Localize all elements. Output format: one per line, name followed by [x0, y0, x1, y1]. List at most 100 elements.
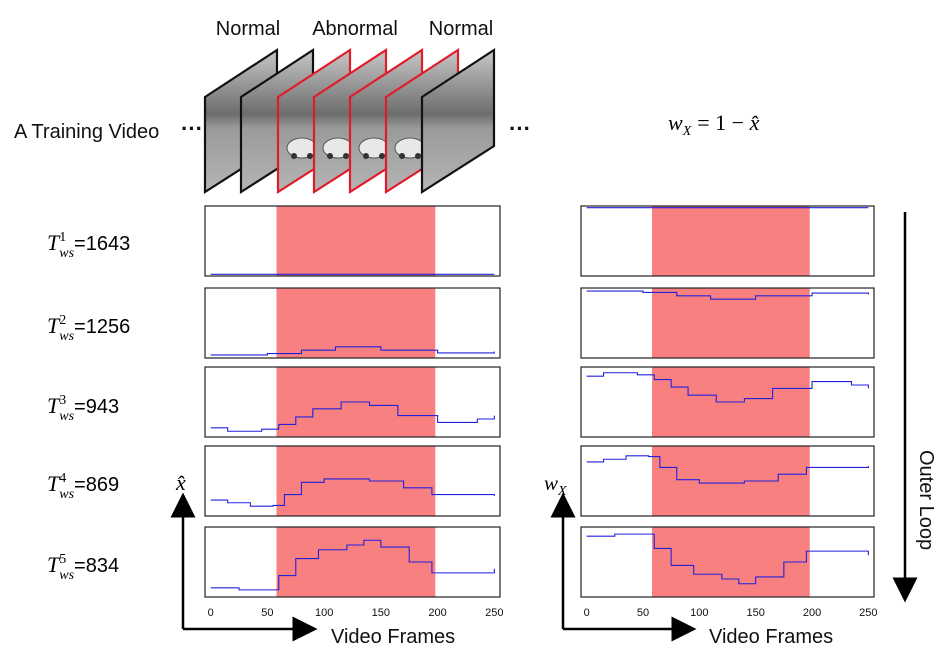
- plot-frame: [204, 445, 501, 517]
- left-plot-5: [204, 526, 501, 598]
- left-plot-2: [204, 287, 501, 359]
- plot-frame: [204, 366, 501, 438]
- left-x-label: Video Frames: [331, 626, 455, 648]
- row-label-sup: 1: [59, 230, 66, 245]
- plot-frame: [580, 287, 875, 359]
- row-label-sup: 2: [59, 313, 66, 328]
- series-line: [210, 401, 495, 432]
- plot-frame: [204, 287, 501, 359]
- series-line: [586, 533, 869, 585]
- x-tick-label: 200: [428, 607, 446, 619]
- row-label-var: T: [47, 393, 61, 418]
- right-y-label-var: w: [544, 471, 558, 495]
- x-tick-label: 250: [859, 607, 877, 619]
- outer-loop-label: Outer Loop: [915, 450, 937, 550]
- series-line: [586, 290, 869, 300]
- left-plot-column: [204, 205, 501, 598]
- left-plot-1: [204, 205, 501, 277]
- car-wheel: [379, 153, 385, 159]
- right-plot-5: [580, 526, 875, 598]
- row-label-value: =869: [74, 474, 119, 496]
- row-label-5: T5 ws=834: [47, 552, 119, 583]
- car-wheel: [363, 153, 369, 159]
- formula: wX = 1 − x̂: [668, 110, 760, 139]
- x-tick-label: 250: [485, 607, 503, 619]
- row-label-sup: 5: [59, 552, 66, 567]
- ellipsis-left: ···: [181, 116, 203, 141]
- row-label-var: T: [47, 552, 61, 577]
- left-y-label: x̂: [175, 470, 186, 495]
- video-frame-border: [420, 47, 496, 195]
- ellipsis-right: ···: [509, 116, 531, 141]
- header-label-normal-1: Normal: [216, 18, 280, 40]
- x-tick-label: 50: [261, 607, 273, 619]
- row-label-3: T3 ws=943: [47, 393, 119, 424]
- right-plot-1: [580, 205, 875, 277]
- row-label-var: T: [47, 230, 61, 255]
- row-label-var: T: [47, 313, 61, 338]
- training-video-label: A Training Video: [14, 121, 159, 143]
- x-tick-label: 150: [746, 607, 764, 619]
- x-tick-label: 150: [372, 607, 390, 619]
- row-label-sub: ws: [59, 246, 74, 261]
- right-plot-3: [580, 366, 875, 438]
- abnormal-region: [276, 206, 436, 276]
- row-label-sub: ws: [59, 487, 74, 502]
- right-y-label: wX: [544, 471, 567, 499]
- abnormal-region: [276, 288, 436, 358]
- row-label-4: T4 ws=869: [47, 471, 119, 502]
- right-x-ticks: 0 50 100 150 200 250: [584, 607, 878, 619]
- left-plot-3: [204, 366, 501, 438]
- car-wheel: [343, 153, 349, 159]
- plot-frame: [204, 205, 501, 277]
- left-x-ticks: 0 50 100 150 200 250: [208, 607, 504, 619]
- series-line: [586, 455, 869, 484]
- x-tick-label: 100: [690, 607, 708, 619]
- x-tick-label: 100: [315, 607, 333, 619]
- abnormal-region: [651, 446, 810, 516]
- header-label-normal-2: Normal: [429, 18, 493, 40]
- car-wheel: [415, 153, 421, 159]
- abnormal-region: [276, 446, 436, 516]
- row-label-sub: ws: [59, 329, 74, 344]
- x-tick-label: 50: [637, 607, 649, 619]
- row-label-sup: 4: [59, 471, 66, 486]
- row-label-1: T1 ws=1643: [47, 230, 130, 261]
- plot-frame: [580, 445, 875, 517]
- row-label-var: T: [47, 471, 61, 496]
- row-label-sub: ws: [59, 409, 74, 424]
- series-line: [210, 346, 495, 356]
- row-label-sub: ws: [59, 568, 74, 583]
- car-wheel: [291, 153, 297, 159]
- x-tick-label: 0: [208, 607, 214, 619]
- series-line: [586, 372, 869, 403]
- right-plot-2: [580, 287, 875, 359]
- right-x-label: Video Frames: [709, 626, 833, 648]
- right-plot-4: [580, 445, 875, 517]
- formula-lhs-var: w: [668, 110, 683, 135]
- video-frame: [420, 47, 496, 195]
- series-line: [210, 539, 495, 591]
- formula-rhs: = 1 −: [697, 110, 749, 135]
- plot-frame: [204, 526, 501, 598]
- series-line: [210, 478, 495, 507]
- row-label-value: =1256: [74, 316, 130, 338]
- video-frame-stack: [203, 47, 496, 195]
- row-label-value: =1643: [74, 233, 130, 255]
- plot-frame: [580, 526, 875, 598]
- row-label-value: =834: [74, 555, 119, 577]
- formula-rhs-var: x̂: [749, 110, 760, 135]
- car-wheel: [307, 153, 313, 159]
- right-y-label-sub: X: [557, 484, 567, 499]
- left-plot-4: [204, 445, 501, 517]
- car-wheel: [327, 153, 333, 159]
- abnormal-region: [651, 288, 810, 358]
- row-label-sup: 3: [59, 393, 66, 408]
- row-label-value: =943: [74, 396, 119, 418]
- x-tick-label: 200: [803, 607, 821, 619]
- abnormal-region: [651, 206, 810, 276]
- car-wheel: [399, 153, 405, 159]
- formula-lhs-sub: X: [682, 124, 692, 139]
